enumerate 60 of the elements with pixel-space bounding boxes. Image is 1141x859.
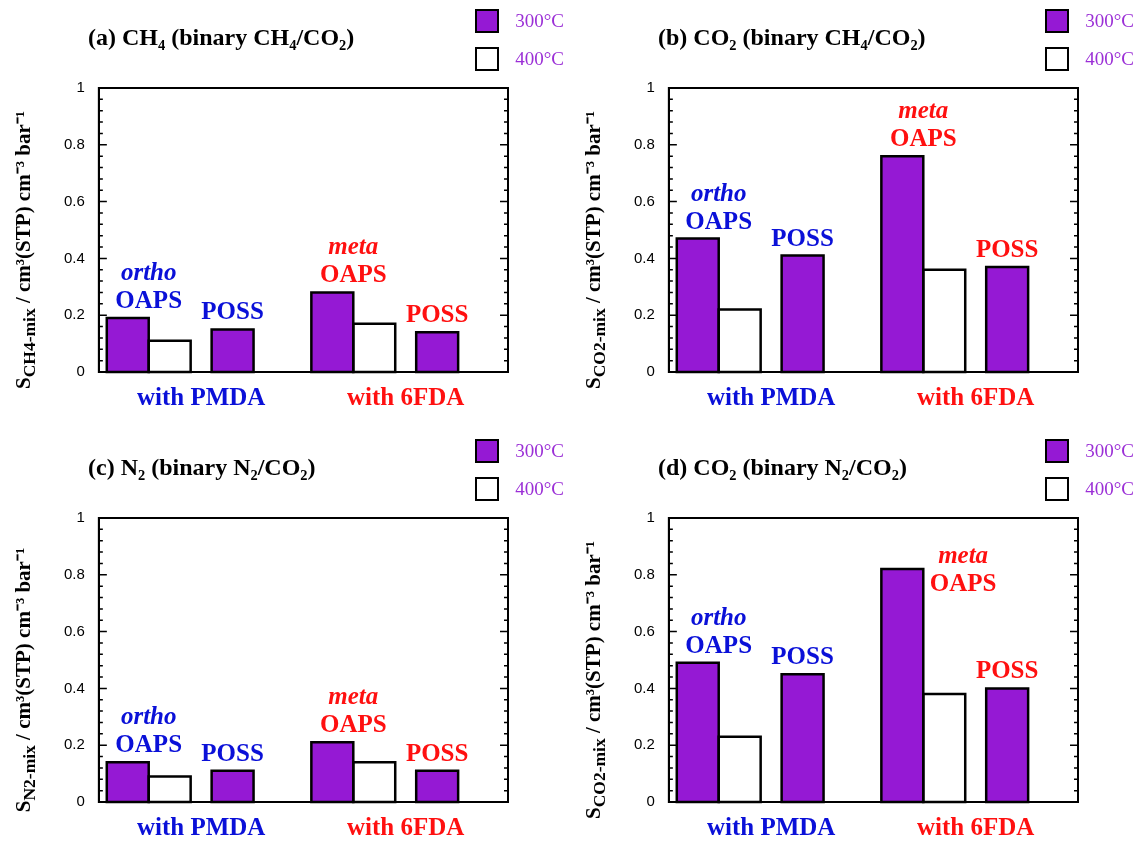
annotation: meta OAPS xyxy=(889,96,957,152)
y-tick-label: 0.4 xyxy=(63,678,85,696)
x-tick-label: with 6FDA xyxy=(917,813,1035,841)
annotation: POSS xyxy=(771,642,834,670)
legend-label: 300°C xyxy=(1085,10,1134,32)
y-tick-label: 1 xyxy=(646,78,655,96)
y-tick-label: 0.2 xyxy=(633,735,655,753)
annotation: POSS xyxy=(201,738,264,766)
y-tick-label: 0.8 xyxy=(633,134,655,152)
y-tick-label: 0.6 xyxy=(633,191,655,209)
x-tick-label: with PMDA xyxy=(136,383,266,411)
y-tick-label: 0 xyxy=(76,362,85,380)
annotation: ortho OAPS xyxy=(685,602,753,658)
y-tick-label: 1 xyxy=(76,508,85,526)
annotation: POSS xyxy=(975,234,1039,262)
y-tick-label: 1 xyxy=(76,78,85,96)
annotation: POSS xyxy=(405,300,469,328)
x-tick-label: with 6FDA xyxy=(347,383,465,411)
text: 400°C xyxy=(1085,48,1134,70)
y-tick-label: 0.6 xyxy=(633,621,655,639)
y-tick-label: 0.4 xyxy=(63,248,85,266)
y-tick-label: 0.4 xyxy=(633,678,655,696)
text: 400°C xyxy=(515,478,564,500)
annotation: ortho OAPS xyxy=(685,178,753,234)
chart-title: (b) CO₂ (binary CH₄/CO₂) xyxy=(658,24,926,51)
annotation: meta OAPS xyxy=(929,541,997,597)
y-tick-label: 0.2 xyxy=(63,305,85,323)
x-tick-label: with 6FDA xyxy=(917,383,1035,411)
annotation: POSS xyxy=(201,297,264,325)
y-tick-label: 0.8 xyxy=(63,134,85,152)
y-tick-label: 0.6 xyxy=(63,621,85,639)
x-tick-label: with PMDA xyxy=(706,813,836,841)
annotation: meta OAPS xyxy=(319,682,387,738)
y-tick-label: 0.8 xyxy=(63,564,85,582)
chart-title: (c) N₂ (binary N₂/CO₂) xyxy=(88,454,316,481)
annotation: POSS xyxy=(771,223,834,251)
legend-label: 300°C xyxy=(1085,440,1134,462)
x-tick-label: with PMDA xyxy=(706,383,836,411)
annotation: ortho OAPS xyxy=(115,702,183,758)
y-tick-label: 0 xyxy=(646,362,655,380)
chart-title: (a) CH₄ (binary CH₄/CO₂) xyxy=(88,24,355,51)
annotation: ortho OAPS xyxy=(115,258,183,314)
x-tick-label: with 6FDA xyxy=(347,813,465,841)
annotation: meta OAPS xyxy=(319,232,387,288)
y-tick-label: 0 xyxy=(76,792,85,810)
y-tick-label: 0.6 xyxy=(63,191,85,209)
legend-label: 300°C xyxy=(515,10,564,32)
chart-title: (d) CO₂ (binary N₂/CO₂) xyxy=(658,454,907,481)
y-tick-label: 1 xyxy=(646,508,655,526)
text: 400°C xyxy=(1085,478,1134,500)
y-tick-label: 0.2 xyxy=(633,305,655,323)
y-tick-label: 0.2 xyxy=(63,735,85,753)
y-tick-label: 0.4 xyxy=(633,248,655,266)
annotation: POSS xyxy=(405,738,469,766)
y-tick-label: 0.8 xyxy=(633,564,655,582)
x-tick-label: with PMDA xyxy=(136,813,266,841)
y-tick-label: 0 xyxy=(646,792,655,810)
text: 400°C xyxy=(515,48,564,70)
annotation: POSS xyxy=(975,656,1039,684)
legend-label: 300°C xyxy=(515,440,564,462)
